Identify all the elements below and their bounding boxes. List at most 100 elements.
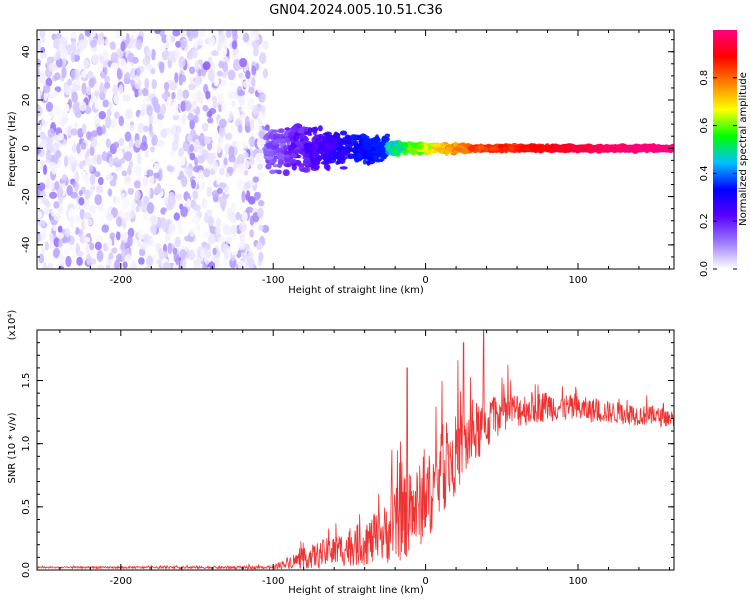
spectrogram-cell [151,224,157,236]
spectrogram-cell [48,63,56,73]
spectrogram-cell [478,144,485,150]
spectrogram-cell [231,30,238,37]
spectrogram-cell [214,76,220,87]
spectrogram-cell [362,152,368,160]
spectrogram-cell [175,193,183,201]
spectrogram-cell [156,113,164,120]
spectrogram-cell [64,227,71,238]
spectrogram-cell [54,72,61,81]
spectrogram-cell [118,115,125,127]
spectrogram-cell [84,30,92,38]
spectrogram-cell [167,242,173,255]
spectrogram-cell [601,145,608,151]
spectrogram-cell [165,210,170,217]
spectrogram-cell [54,180,60,191]
spectrogram-cell [380,151,385,155]
spectrogram-cell [129,208,136,219]
spectrogram-cell [81,82,87,95]
spectrogram-cell [64,85,72,96]
spectrogram-cell [218,104,223,113]
colorbar-gradient [713,30,737,269]
spectrogram-cell [105,138,111,148]
spectrogram-cell [149,146,155,153]
spectrogram-cell [68,156,76,164]
spectrogram-cell [258,130,265,138]
spectrogram-cell [40,140,48,150]
spectrogram-cell [150,157,156,165]
spectrogram-cell [70,128,79,136]
spectrogram-cell [216,187,223,194]
spectrogram-cell [123,71,131,84]
spectrogram-cell [252,47,259,57]
spectrogram-cell [222,71,227,79]
spectrogram-cell [501,147,509,151]
spectrogram-cell [187,134,192,143]
x-tick-label: 100 [568,576,587,587]
spectrogram-cell [288,131,295,138]
spectrogram-cell [238,222,247,233]
spectrogram-cell [658,146,667,152]
spectrogram-cell [61,66,67,79]
spectrogram-cell [95,185,104,194]
spectrogram-cell [263,148,269,156]
spectrogram-cell [177,125,182,136]
spectrogram-cell [335,160,340,165]
spectrogram-cell [173,133,180,144]
spectrogram-cell [211,50,219,57]
spectrogram-cell [140,109,145,117]
spectrogram-cell [79,170,87,181]
spectrogram-cell [60,36,67,45]
spectrogram-cell [230,202,237,213]
colorbar-tick-label: 0.2 [699,213,710,229]
colorbar-tick-label: 0.8 [699,70,710,86]
spectrogram-cell [121,249,126,261]
spectrogram-cell [142,210,149,221]
spectrogram-cell [519,144,524,152]
spectrogram-cell [207,69,215,82]
spectrogram-cell [182,89,190,99]
spectrogram-cell [260,105,266,113]
spectrogram-cell [257,84,265,94]
spectrogram-cell [94,99,103,110]
spectrogram-cell [362,159,368,165]
spectrogram-cell [217,236,225,243]
spectrogram-cell [137,153,142,165]
spectrogram-cell [135,205,140,213]
spectrogram-cell [40,36,46,44]
spectrogram-cell [106,238,113,250]
spectrogram-cell [615,144,621,149]
spectrogram-cell [48,161,57,170]
spectrogram-cell [237,89,246,97]
spectrogram-cell [172,247,178,255]
spectrogram-cell [61,174,68,182]
spectrogram-cell [120,241,126,251]
spectrogram-cell [200,69,207,77]
spectrogram-cell [231,175,239,186]
spectrogram-cell [179,258,187,269]
spectrogram-cell [256,242,263,251]
spectrogram-cell [425,150,432,156]
x-tick-label: 0 [422,275,428,286]
spectrogram-cell [317,125,323,132]
spectrogram-cell [361,135,370,140]
spectrogram-cell [573,145,583,152]
spectrogram-cell [453,146,463,151]
spectrogram-cell [140,243,147,251]
spectrogram-cell [177,224,184,235]
spectrogram-cell [218,125,226,138]
spectrogram-cell [146,255,154,267]
spectrogram-cell [291,125,298,132]
spectrogram-cell [249,228,254,238]
spectrogram-cell [83,59,89,70]
spectrogram-cell [73,48,81,56]
spectrogram-cell [94,171,101,178]
spectrogram-cell [178,73,184,86]
spectrogram-cell [199,132,205,144]
spectrogram-cell [37,231,41,243]
spectrogram-cell [112,173,118,181]
spectrogram-cell [228,110,234,122]
spectrogram-cell [105,37,110,47]
spectrogram-cell [432,143,442,148]
spectrogram-cell [38,219,46,227]
spectrogram-cell [76,142,82,154]
